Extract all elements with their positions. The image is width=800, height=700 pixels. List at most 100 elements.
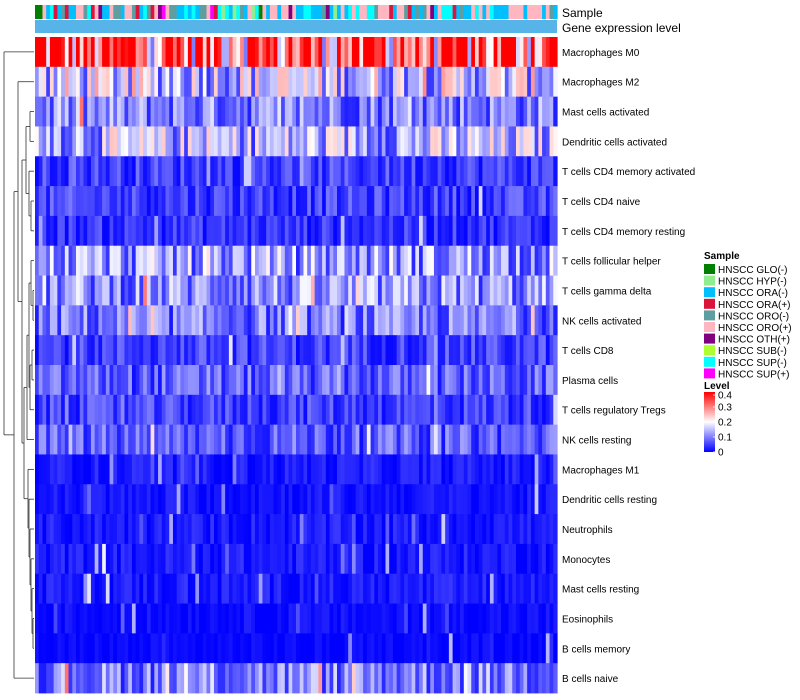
heatmap-cell	[426, 633, 431, 664]
sample-annotation-cell	[169, 5, 174, 19]
heatmap-cell	[210, 365, 215, 396]
heatmap-cell	[299, 484, 305, 515]
heatmap-cell	[445, 394, 450, 426]
heatmap-cell	[172, 335, 178, 366]
heatmap-cell	[512, 543, 517, 575]
heatmap-cell	[310, 365, 316, 396]
heatmap-cell	[474, 365, 480, 396]
heatmap-cell	[355, 394, 360, 426]
heatmap-cell	[199, 126, 204, 157]
heatmap-cell	[504, 96, 510, 127]
heatmap-cell	[243, 365, 249, 396]
heatmap-cell	[83, 126, 88, 157]
heatmap-cell	[478, 663, 484, 694]
heatmap-cell	[299, 96, 305, 127]
heatmap-cell	[120, 633, 126, 664]
heatmap-cell	[213, 275, 219, 306]
heatmap-cell	[38, 96, 44, 127]
heatmap-cell	[120, 66, 126, 98]
heatmap-cell	[381, 186, 387, 217]
heatmap-cell	[340, 365, 346, 396]
heatmap-cell	[351, 156, 357, 187]
heatmap-cell	[273, 573, 278, 604]
heatmap-cell	[437, 96, 443, 127]
heatmap-cell	[158, 365, 163, 396]
sample-annotation-cell	[307, 5, 312, 19]
heatmap-cell	[467, 37, 472, 68]
heatmap-cell	[467, 543, 472, 575]
sample-annotation-cell	[254, 5, 260, 19]
heatmap-cell	[296, 275, 301, 306]
heatmap-cell	[348, 335, 353, 366]
heatmap-cell	[422, 186, 428, 217]
heatmap-cell	[217, 66, 223, 98]
heatmap-cell	[87, 186, 92, 217]
heatmap-cell	[415, 633, 420, 664]
heatmap-cell	[269, 96, 275, 127]
heatmap-cell	[374, 66, 379, 98]
heatmap-cell	[378, 96, 383, 127]
heatmap-cell	[46, 305, 51, 336]
heatmap-cell	[213, 245, 219, 276]
sample-annotation-cell	[303, 5, 308, 19]
heatmap-cell	[441, 186, 446, 217]
heatmap-cell	[128, 335, 133, 366]
heatmap-cell	[370, 66, 375, 98]
heatmap-cell	[266, 215, 271, 247]
heatmap-cell	[493, 663, 498, 694]
heatmap-cell	[117, 514, 122, 545]
heatmap-cell	[489, 365, 495, 396]
heatmap-cell	[296, 514, 301, 545]
heatmap-cell	[430, 365, 435, 396]
heatmap-cell	[318, 365, 323, 396]
heatmap-cell	[407, 245, 413, 276]
heatmap-cell	[221, 573, 226, 604]
heatmap-cell	[348, 543, 353, 575]
heatmap-cell	[471, 245, 476, 276]
heatmap-cell	[254, 663, 260, 694]
heatmap-cell	[433, 514, 439, 545]
heatmap-cell	[57, 633, 62, 664]
heatmap-cell	[344, 663, 349, 694]
heatmap-cell	[217, 633, 223, 664]
heatmap-cell	[161, 543, 167, 575]
heatmap-cell	[474, 335, 480, 366]
heatmap-cell	[307, 126, 312, 157]
heatmap-cell	[340, 245, 346, 276]
sample-annotation-cell	[366, 5, 372, 19]
heatmap-cell	[169, 275, 174, 306]
heatmap-cell	[277, 573, 282, 604]
heatmap-cell	[523, 543, 528, 575]
heatmap-cell	[213, 156, 219, 187]
heatmap-cell	[57, 424, 62, 455]
heatmap-cell	[337, 335, 342, 366]
heatmap-cell	[172, 215, 178, 247]
heatmap-cell	[76, 156, 81, 187]
heatmap-cell	[445, 514, 450, 545]
heatmap-cell	[378, 633, 383, 664]
heatmap-cell	[486, 484, 491, 515]
heatmap-cell	[120, 484, 126, 515]
heatmap-cell	[117, 305, 122, 336]
heatmap-cell	[46, 394, 51, 426]
heatmap-cell	[158, 245, 163, 276]
sample-legend-label: HNSCC SUB(-)	[718, 346, 787, 357]
heatmap-cell	[117, 96, 122, 127]
heatmap-cell	[172, 305, 178, 336]
heatmap-cell	[184, 305, 189, 336]
heatmap-cell	[374, 215, 379, 247]
heatmap-cell	[333, 484, 338, 515]
heatmap-cell	[310, 126, 316, 157]
heatmap-cell	[329, 633, 334, 664]
heatmap-cell	[94, 424, 99, 455]
heatmap-cell	[150, 305, 155, 336]
heatmap-cell	[131, 126, 137, 157]
heatmap-cell	[549, 305, 554, 336]
heatmap-cell	[396, 335, 401, 366]
heatmap-cell	[411, 37, 416, 68]
heatmap-cell	[68, 543, 73, 575]
heatmap-cell	[411, 633, 416, 664]
heatmap-cell	[325, 335, 331, 366]
heatmap-cell	[292, 663, 297, 694]
heatmap-cell	[284, 96, 290, 127]
